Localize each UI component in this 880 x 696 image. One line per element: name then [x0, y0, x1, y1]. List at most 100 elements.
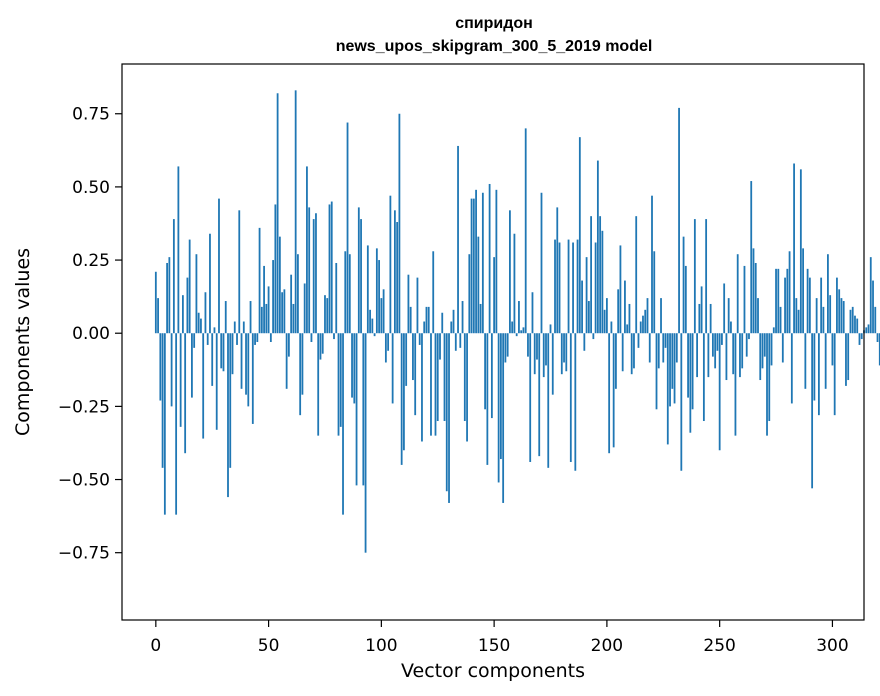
bar	[639, 321, 642, 334]
bar	[333, 333, 335, 340]
bar	[357, 207, 360, 334]
bar	[260, 306, 263, 334]
bar	[727, 298, 730, 334]
bar	[741, 333, 744, 369]
bar	[220, 333, 223, 369]
bar	[734, 333, 737, 436]
bar	[242, 321, 245, 334]
y-tick-label: 0.75	[72, 105, 110, 125]
bar	[615, 333, 617, 389]
bar	[179, 333, 182, 427]
bar	[209, 233, 211, 334]
bar	[860, 333, 863, 340]
bar	[820, 277, 823, 334]
bar	[470, 198, 473, 334]
bar	[459, 333, 462, 348]
bar	[269, 333, 272, 342]
bar	[154, 271, 157, 334]
bar	[249, 301, 252, 334]
y-tick-label: 0.25	[72, 251, 110, 271]
bar	[610, 321, 613, 334]
bar	[714, 333, 717, 369]
bar	[157, 298, 159, 334]
bar	[664, 333, 667, 348]
bar	[574, 333, 577, 471]
bar	[493, 257, 496, 334]
bar	[186, 277, 189, 334]
bar	[301, 333, 304, 395]
bar	[874, 306, 877, 334]
bar	[436, 333, 439, 422]
bar	[624, 280, 626, 334]
bar	[601, 230, 604, 334]
bar	[732, 333, 735, 375]
bar	[865, 327, 868, 334]
bar	[287, 333, 290, 357]
bar	[330, 201, 333, 334]
bar	[466, 333, 468, 442]
bar	[297, 254, 299, 334]
bar	[364, 333, 367, 553]
bar	[328, 204, 331, 334]
bar	[569, 333, 572, 462]
bar	[590, 216, 592, 334]
bar	[509, 210, 511, 334]
bar	[520, 330, 523, 334]
bar	[811, 333, 814, 489]
bar	[750, 181, 753, 334]
bar	[838, 289, 841, 334]
bar	[488, 183, 491, 334]
bar	[195, 254, 198, 334]
bar	[682, 236, 685, 334]
bar	[425, 306, 428, 334]
bar	[513, 233, 516, 334]
bar	[515, 333, 518, 337]
bar	[335, 262, 338, 334]
bar	[278, 236, 281, 334]
bar	[193, 333, 196, 348]
bar	[655, 333, 658, 410]
bar	[605, 298, 608, 334]
bar	[506, 333, 509, 357]
bar	[224, 301, 227, 334]
bar	[540, 192, 543, 334]
bar	[161, 333, 164, 468]
bar	[689, 333, 692, 433]
bar	[856, 318, 859, 334]
bar	[351, 333, 353, 398]
bar	[554, 239, 556, 334]
bar	[581, 280, 583, 334]
bar	[538, 333, 541, 457]
bar	[303, 283, 306, 334]
bar	[355, 333, 358, 486]
bar	[481, 192, 484, 334]
bar	[441, 312, 444, 334]
bar	[159, 333, 162, 401]
bar	[842, 301, 845, 334]
bar	[414, 333, 417, 416]
bar	[416, 277, 419, 334]
bar	[315, 213, 317, 334]
bar	[362, 333, 365, 486]
bar	[705, 219, 708, 334]
x-axis-ticks: 0 50 100 150 200 250 300	[150, 620, 849, 656]
bar	[761, 333, 764, 369]
bar	[657, 333, 660, 369]
bar	[687, 333, 689, 398]
bar	[285, 333, 288, 389]
bar	[872, 280, 874, 334]
bar	[405, 333, 408, 386]
bar	[867, 324, 870, 334]
bar	[831, 333, 834, 366]
bar	[427, 306, 430, 334]
bar	[229, 333, 232, 468]
bar	[188, 239, 191, 334]
bar	[847, 333, 850, 381]
bar	[218, 198, 220, 334]
bar	[793, 163, 795, 334]
bar	[213, 327, 216, 334]
bar	[854, 315, 856, 334]
bar	[191, 333, 193, 398]
bar	[396, 222, 399, 334]
bar	[578, 137, 581, 334]
